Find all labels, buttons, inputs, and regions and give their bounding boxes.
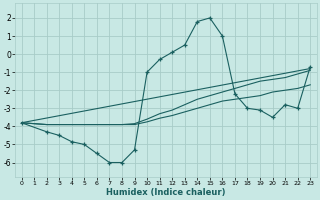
X-axis label: Humidex (Indice chaleur): Humidex (Indice chaleur) [106, 188, 226, 197]
